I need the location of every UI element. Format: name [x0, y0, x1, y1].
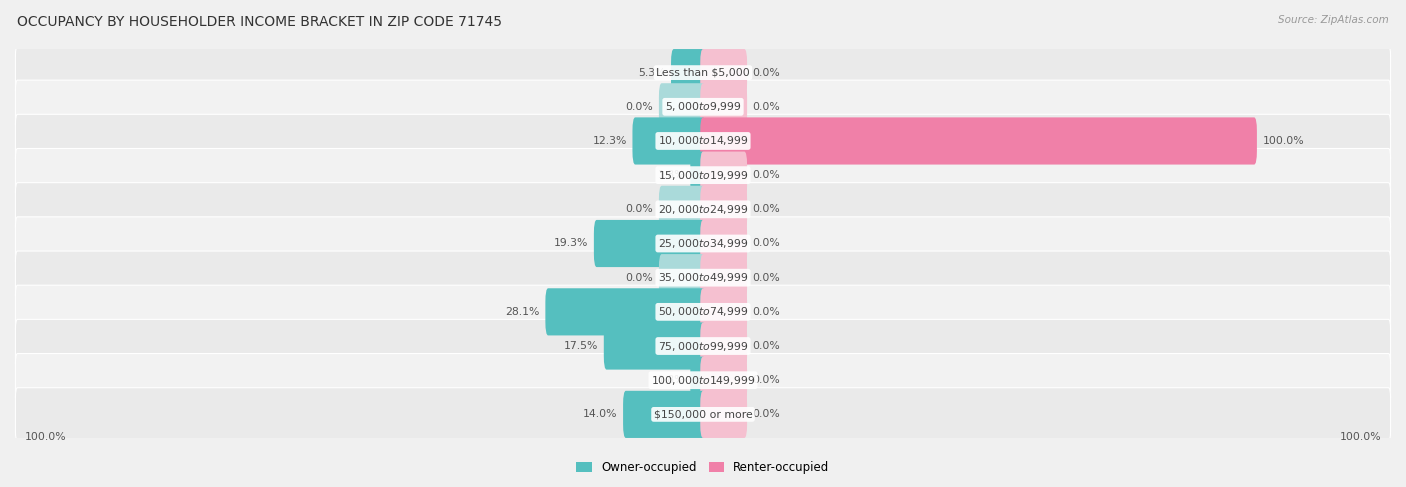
Text: $50,000 to $74,999: $50,000 to $74,999: [658, 305, 748, 318]
Text: 0.0%: 0.0%: [626, 205, 654, 214]
FancyBboxPatch shape: [15, 217, 1391, 270]
Text: Less than $5,000: Less than $5,000: [657, 68, 749, 77]
FancyBboxPatch shape: [15, 251, 1391, 304]
FancyBboxPatch shape: [603, 322, 706, 370]
Text: 1.8%: 1.8%: [658, 375, 685, 385]
FancyBboxPatch shape: [15, 46, 1391, 99]
FancyBboxPatch shape: [15, 183, 1391, 236]
FancyBboxPatch shape: [690, 151, 706, 199]
Text: $20,000 to $24,999: $20,000 to $24,999: [658, 203, 748, 216]
Text: $10,000 to $14,999: $10,000 to $14,999: [658, 134, 748, 148]
Text: 19.3%: 19.3%: [554, 239, 588, 248]
Text: $150,000 or more: $150,000 or more: [654, 410, 752, 419]
FancyBboxPatch shape: [15, 114, 1391, 168]
FancyBboxPatch shape: [593, 220, 706, 267]
Text: 0.0%: 0.0%: [626, 273, 654, 282]
FancyBboxPatch shape: [700, 220, 747, 267]
Text: Source: ZipAtlas.com: Source: ZipAtlas.com: [1278, 15, 1389, 25]
Text: 17.5%: 17.5%: [564, 341, 599, 351]
FancyBboxPatch shape: [700, 186, 747, 233]
FancyBboxPatch shape: [700, 254, 747, 301]
FancyBboxPatch shape: [15, 285, 1391, 338]
FancyBboxPatch shape: [659, 254, 706, 301]
Text: $5,000 to $9,999: $5,000 to $9,999: [665, 100, 741, 113]
Text: OCCUPANCY BY HOUSEHOLDER INCOME BRACKET IN ZIP CODE 71745: OCCUPANCY BY HOUSEHOLDER INCOME BRACKET …: [17, 15, 502, 29]
Text: 0.0%: 0.0%: [752, 273, 780, 282]
Text: 0.0%: 0.0%: [752, 375, 780, 385]
FancyBboxPatch shape: [700, 288, 747, 336]
FancyBboxPatch shape: [700, 151, 747, 199]
Text: 0.0%: 0.0%: [626, 102, 654, 112]
Text: 0.0%: 0.0%: [752, 205, 780, 214]
Text: 0.0%: 0.0%: [752, 170, 780, 180]
FancyBboxPatch shape: [671, 49, 706, 96]
FancyBboxPatch shape: [659, 186, 706, 233]
Text: 14.0%: 14.0%: [583, 410, 617, 419]
Text: 0.0%: 0.0%: [752, 239, 780, 248]
FancyBboxPatch shape: [546, 288, 706, 336]
Text: 0.0%: 0.0%: [752, 102, 780, 112]
Text: 0.0%: 0.0%: [752, 68, 780, 77]
FancyBboxPatch shape: [700, 83, 747, 131]
Text: 12.3%: 12.3%: [592, 136, 627, 146]
Text: $35,000 to $49,999: $35,000 to $49,999: [658, 271, 748, 284]
FancyBboxPatch shape: [15, 354, 1391, 407]
Text: 100.0%: 100.0%: [1340, 431, 1382, 442]
FancyBboxPatch shape: [700, 117, 1257, 165]
FancyBboxPatch shape: [633, 117, 706, 165]
Text: $25,000 to $34,999: $25,000 to $34,999: [658, 237, 748, 250]
FancyBboxPatch shape: [659, 83, 706, 131]
FancyBboxPatch shape: [700, 322, 747, 370]
Text: 0.0%: 0.0%: [752, 410, 780, 419]
FancyBboxPatch shape: [15, 388, 1391, 441]
Legend: Owner-occupied, Renter-occupied: Owner-occupied, Renter-occupied: [572, 457, 834, 479]
Text: 28.1%: 28.1%: [506, 307, 540, 317]
Text: 1.8%: 1.8%: [658, 170, 685, 180]
Text: 100.0%: 100.0%: [1263, 136, 1303, 146]
Text: $100,000 to $149,999: $100,000 to $149,999: [651, 374, 755, 387]
Text: 0.0%: 0.0%: [752, 307, 780, 317]
FancyBboxPatch shape: [700, 49, 747, 96]
FancyBboxPatch shape: [15, 80, 1391, 133]
FancyBboxPatch shape: [15, 319, 1391, 373]
FancyBboxPatch shape: [700, 356, 747, 404]
FancyBboxPatch shape: [690, 356, 706, 404]
FancyBboxPatch shape: [15, 149, 1391, 202]
Text: 0.0%: 0.0%: [752, 341, 780, 351]
Text: $15,000 to $19,999: $15,000 to $19,999: [658, 169, 748, 182]
Text: $75,000 to $99,999: $75,000 to $99,999: [658, 339, 748, 353]
Text: 5.3%: 5.3%: [638, 68, 665, 77]
FancyBboxPatch shape: [623, 391, 706, 438]
FancyBboxPatch shape: [700, 391, 747, 438]
Text: 100.0%: 100.0%: [24, 431, 66, 442]
